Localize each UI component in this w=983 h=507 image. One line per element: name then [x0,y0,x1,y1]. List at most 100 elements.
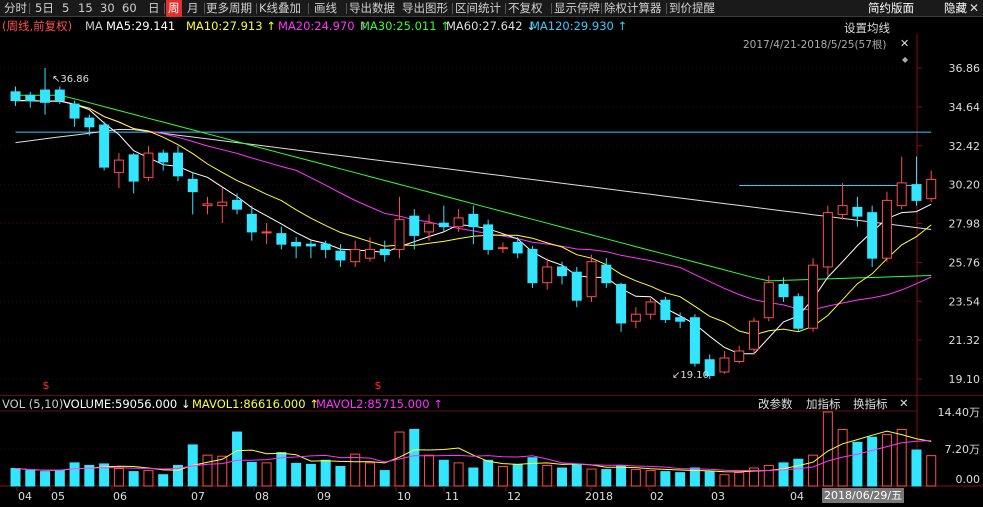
candle-body [246,213,257,233]
candle-body [40,89,51,103]
toolbar-item[interactable]: 到价提醒 [669,1,715,15]
candle-body [630,313,641,322]
candle-body [69,103,80,119]
candle-body [571,271,582,301]
toolbar-item[interactable]: 导出数据 [349,1,395,15]
toolbar-item[interactable]: 导出图形 [402,1,448,15]
candle-body [852,206,863,217]
volume-bar [232,431,243,487]
volume-bar [40,471,51,487]
toolbar-item[interactable]: 60 [122,1,137,15]
candle-body [675,317,686,322]
candle-body [837,205,848,215]
volume-bar [424,454,435,487]
candle-body [808,264,819,329]
edit-params-button[interactable]: 改参数 [758,397,793,411]
toolbar-item[interactable]: 不复权 [508,1,543,15]
candle-body [25,94,36,102]
toolbar-separator [346,3,347,14]
toolbar-separator [666,3,667,14]
date-range-label: 2017/4/21-2018/5/25(57根) [743,39,887,51]
toolbar-item[interactable]: 显示停牌 [554,1,600,15]
volume-bar [719,474,730,487]
candle-body [232,199,243,210]
candle-body [113,159,124,173]
toolbar-item[interactable]: 5 [62,1,70,15]
ma60-line [15,128,932,230]
high-price-label: ↖36.86 [52,74,89,85]
toolbar-item[interactable]: 15 [78,1,93,15]
pin-icon[interactable]: ◆ [902,55,909,64]
candle-body [394,219,405,250]
volume-bar [808,454,819,487]
candle-body [350,248,361,263]
candle-body [320,243,331,250]
candle-body [379,248,390,256]
price-tick-label: 25.76 [949,256,981,269]
ma-prefix: MA [85,19,103,33]
price-tick-label: 19.10 [949,373,981,386]
candle-body [483,224,494,250]
candle-body [497,247,508,250]
candle-body [409,215,420,236]
volume-bar [409,428,420,487]
toolbar-separator [452,3,453,14]
volume-bar [542,464,553,487]
candle-body [364,248,375,259]
volume-tick-label: 14.40万 [938,406,981,419]
time-tick-label: 2018 [585,490,613,503]
change-indicator-button[interactable]: 换指标 [853,397,888,411]
volume-bar [217,455,228,487]
toolbar-item[interactable]: 除权计算器 [604,1,662,15]
toolbar-item[interactable]: 区间统计 [455,1,501,15]
candle-body [99,124,110,168]
volume-bar [704,471,715,487]
time-tick-label: 09 [317,490,331,503]
time-tick-label: 11 [445,490,459,503]
toolbar-item[interactable]: 更多周期 [206,1,252,15]
volume-bar [202,454,213,487]
volume-bar [143,470,154,487]
toolbar-item[interactable]: K线叠加 [259,1,302,15]
volume-legend-item: MAVOL2:85715.000 ↑ [316,397,443,411]
volume-bar [616,464,627,487]
toolbar-separator [256,3,257,14]
candle-body [468,213,479,228]
volume-bar [926,455,937,487]
toolbar-item[interactable]: 月 [187,1,199,15]
toolbar-item[interactable]: 画线 [314,1,337,15]
price-tick-label: 23.54 [949,295,981,308]
toolbar-item[interactable]: 日 [148,1,160,15]
candle-body [704,359,715,376]
ma-legend-item: MA30:25.011 ↑ [360,19,450,33]
toolbar-item[interactable]: 30 [100,1,115,15]
close-icon[interactable]: ✕ [968,1,979,15]
toolbar-item[interactable]: 5日 [35,1,54,15]
toolbar-item[interactable]: 周 [166,0,182,17]
volume-bar [896,428,907,487]
candle-body [734,350,745,362]
layout-simple-button[interactable]: 简约版面 [868,1,914,15]
set-ma-button[interactable]: 设置均线 [844,21,890,35]
toolbar-separator [601,3,602,14]
candle-body [335,250,346,261]
volume-bar [364,462,375,487]
dividend-marker: $ [375,379,382,392]
volume-legend-bar: VOL (5,10) VOLUME:59056.000 ↓ MAVOL1:86616… [0,395,983,411]
ma-legend-item: MA10:27.913 ↑ [186,19,276,33]
volume-indicator-label: VOL (5,10) [2,397,64,411]
hide-button[interactable]: 隐藏 [944,1,967,15]
candle-body [424,222,435,233]
candle-body [763,282,774,319]
candle-body [542,266,553,284]
toolbar-item[interactable]: 分时 [4,1,27,15]
candle-body [187,178,198,193]
add-indicator-button[interactable]: 加指标 [806,397,841,411]
volume-close-icon[interactable]: ✕ [899,396,909,410]
candle-body [911,184,922,201]
candle-body [601,264,612,284]
range-close-icon[interactable]: ✕ [900,37,910,50]
ma30-line [15,94,932,282]
volume-bar [10,468,21,487]
